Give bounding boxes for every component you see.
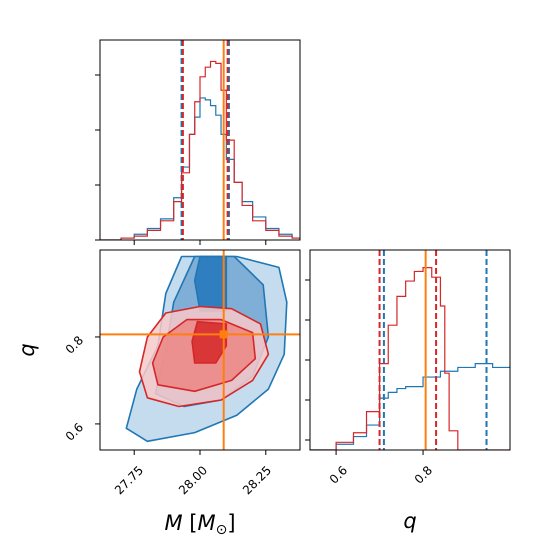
joint-truth-marker [219, 330, 228, 339]
m-marginal-xticks [133, 240, 267, 245]
joint-series-0-contour-2 [193, 255, 228, 312]
q-marginal-yticks [305, 279, 310, 441]
q-marginal-series-1-histogram [310, 267, 510, 450]
m-marginal-panel [95, 39, 301, 245]
joint-series-1-contour-2 [191, 320, 228, 364]
joint-contours [100, 250, 300, 450]
q-y-tick-label-1: 0.8 [63, 333, 86, 356]
m-marginal-histograms [100, 40, 300, 240]
joint-panel [95, 249, 301, 455]
x-axis-label-q: q [403, 509, 416, 533]
q-x-tick-label-0: 0.6 [327, 463, 350, 486]
q-marginal-xticks [335, 450, 424, 455]
q-marginal-histograms [310, 250, 510, 450]
q-y-tick-label-0: 0.6 [63, 420, 86, 443]
joint-ticks [95, 336, 267, 455]
m-marginal-series-1-histogram [100, 60, 300, 240]
q-marginal-series-0-histogram [310, 363, 510, 450]
m-tick-label-1: 28.00 [176, 463, 210, 497]
q-marginal-panel [305, 249, 511, 455]
x-axis-label-m: M [M⊙] [164, 511, 235, 538]
y-axis-label-q: q [15, 343, 39, 356]
m-tick-label-2: 28.25 [240, 463, 274, 497]
m-marginal-series-0-histogram [100, 97, 300, 240]
q-marginal-frame [309, 249, 511, 451]
m-tick-label-0: 27.75 [112, 463, 146, 497]
m-marginal-frame [99, 39, 301, 241]
q-x-tick-label-1: 0.8 [412, 463, 435, 486]
m-marginal-yticks [95, 74, 100, 241]
